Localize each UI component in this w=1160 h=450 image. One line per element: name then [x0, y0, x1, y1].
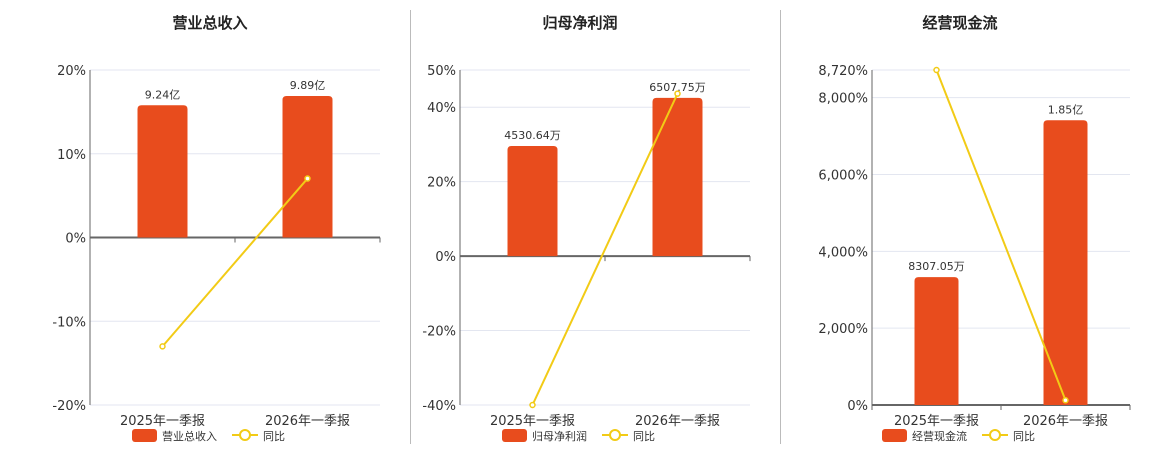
legend-bar-swatch [882, 429, 907, 442]
x-tick-label: 2026年一季报 [265, 414, 350, 429]
legend-bar-label: 经营现金流 [912, 429, 967, 443]
x-tick-label: 2026年一季报 [1023, 414, 1108, 429]
legend-line-marker [239, 429, 251, 441]
yoy-point [1062, 397, 1069, 404]
bar-data-label: 9.24亿 [145, 88, 181, 101]
bar [914, 277, 959, 405]
divider [410, 10, 411, 444]
y-tick-label: 20% [427, 176, 456, 191]
chart-title: 经营现金流 [922, 14, 997, 32]
x-tick-label: 2025年一季报 [894, 414, 979, 429]
yoy-point [933, 66, 940, 74]
bar-data-label: 6507.75万 [649, 81, 706, 94]
divider [780, 10, 781, 444]
bar [137, 105, 188, 238]
legend-bar-swatch [132, 429, 157, 442]
legend-line-marker [989, 429, 1001, 441]
legend-line-label: 同比 [633, 430, 655, 443]
bar [282, 95, 333, 238]
y-tick-label: 6,000% [818, 168, 868, 183]
y-tick-label: -40% [422, 399, 456, 414]
chart-title: 营业总收入 [172, 14, 247, 32]
x-tick-label: 2025年一季报 [490, 414, 575, 429]
yoy-point [304, 175, 311, 182]
yoy-line [935, 69, 1067, 401]
y-tick-label: -20% [52, 399, 86, 414]
yoy-point [159, 343, 166, 350]
legend-line-label: 同比 [263, 430, 285, 443]
bar [507, 145, 558, 257]
bar [1043, 120, 1088, 405]
y-tick-label: 20% [57, 64, 86, 79]
y-tick-label: -20% [422, 325, 456, 340]
y-tick-label: 4,000% [818, 245, 868, 260]
y-tick-label: 8,000% [818, 92, 868, 107]
legend-bar-label: 营业总收入 [162, 429, 217, 443]
bar [652, 97, 703, 257]
bar-data-label: 4530.64万 [504, 129, 561, 142]
legend-line-label: 同比 [1013, 430, 1035, 443]
chart-title: 归母净利润 [542, 14, 617, 32]
bar-data-label: 8307.05万 [908, 260, 965, 273]
yoy-line [531, 93, 679, 406]
legend-bar-label: 归母净利润 [532, 429, 587, 443]
y-tick-label: -10% [52, 315, 86, 330]
y-tick-label: 50% [427, 64, 456, 79]
y-tick-label: 10% [57, 148, 86, 163]
bar-data-label: 9.89亿 [290, 79, 326, 92]
y-tick-label: 40% [427, 101, 456, 116]
y-tick-label: 0% [847, 399, 868, 414]
y-tick-label: 0% [435, 250, 456, 265]
x-tick-label: 2025年一季报 [120, 414, 205, 429]
yoy-point [674, 90, 681, 97]
y-tick-label: 0% [65, 232, 86, 247]
yoy-line [161, 177, 309, 348]
y-tick-label: 8,720% [818, 64, 868, 79]
legend-line-marker [609, 429, 621, 441]
yoy-point [529, 401, 536, 409]
legend-bar-swatch [502, 429, 527, 442]
x-tick-label: 2026年一季报 [635, 414, 720, 429]
bar-data-label: 1.85亿 [1048, 103, 1084, 116]
y-tick-label: 2,000% [818, 322, 868, 337]
